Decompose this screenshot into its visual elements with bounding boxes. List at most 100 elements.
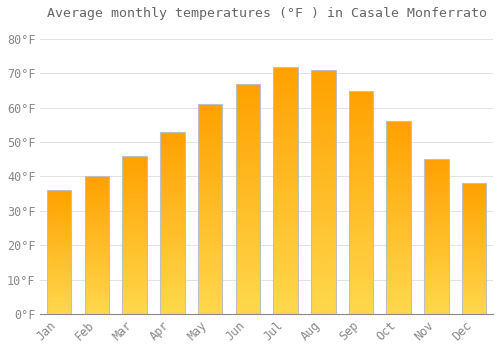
- Bar: [424, 168, 448, 169]
- Bar: [386, 145, 411, 146]
- Bar: [424, 195, 448, 196]
- Bar: [84, 251, 109, 252]
- Bar: [311, 103, 336, 104]
- Bar: [236, 226, 260, 228]
- Bar: [274, 229, 298, 230]
- Bar: [84, 200, 109, 201]
- Bar: [160, 296, 184, 298]
- Bar: [47, 236, 72, 237]
- Bar: [47, 278, 72, 279]
- Bar: [236, 116, 260, 117]
- Bar: [348, 113, 374, 114]
- Bar: [122, 161, 147, 162]
- Bar: [122, 283, 147, 284]
- Bar: [462, 299, 486, 300]
- Bar: [236, 287, 260, 288]
- Bar: [160, 232, 184, 233]
- Bar: [160, 306, 184, 307]
- Bar: [274, 232, 298, 233]
- Bar: [386, 222, 411, 223]
- Bar: [122, 275, 147, 276]
- Bar: [274, 128, 298, 130]
- Bar: [311, 144, 336, 146]
- Bar: [236, 182, 260, 183]
- Bar: [348, 304, 374, 305]
- Bar: [386, 173, 411, 174]
- Bar: [311, 254, 336, 256]
- Bar: [236, 86, 260, 87]
- Bar: [47, 205, 72, 206]
- Bar: [198, 212, 222, 213]
- Bar: [236, 238, 260, 239]
- Bar: [274, 152, 298, 153]
- Bar: [160, 237, 184, 238]
- Bar: [386, 170, 411, 172]
- Bar: [160, 262, 184, 263]
- Bar: [198, 191, 222, 193]
- Bar: [84, 223, 109, 224]
- Bar: [348, 292, 374, 293]
- Bar: [311, 92, 336, 93]
- Bar: [424, 173, 448, 174]
- Bar: [122, 199, 147, 200]
- Bar: [348, 286, 374, 287]
- Bar: [348, 112, 374, 113]
- Bar: [311, 231, 336, 232]
- Bar: [274, 94, 298, 95]
- Bar: [386, 156, 411, 157]
- Bar: [348, 124, 374, 125]
- Bar: [274, 219, 298, 220]
- Bar: [236, 206, 260, 207]
- Bar: [348, 306, 374, 307]
- Bar: [122, 211, 147, 212]
- Bar: [198, 182, 222, 183]
- Bar: [386, 218, 411, 219]
- Bar: [424, 268, 448, 269]
- Bar: [236, 294, 260, 295]
- Bar: [274, 118, 298, 120]
- Bar: [348, 290, 374, 292]
- Bar: [386, 292, 411, 293]
- Bar: [311, 104, 336, 105]
- Bar: [236, 139, 260, 140]
- Bar: [84, 297, 109, 298]
- Bar: [424, 231, 448, 232]
- Bar: [160, 245, 184, 246]
- Bar: [198, 116, 222, 117]
- Bar: [424, 258, 448, 259]
- Bar: [311, 256, 336, 257]
- Bar: [348, 184, 374, 186]
- Bar: [348, 252, 374, 254]
- Bar: [311, 91, 336, 92]
- Bar: [198, 140, 222, 141]
- Bar: [160, 206, 184, 207]
- Bar: [424, 209, 448, 210]
- Bar: [386, 283, 411, 284]
- Bar: [274, 79, 298, 80]
- Bar: [160, 291, 184, 292]
- Bar: [462, 305, 486, 306]
- Bar: [122, 241, 147, 242]
- Bar: [236, 126, 260, 127]
- Bar: [122, 311, 147, 312]
- Bar: [424, 204, 448, 205]
- Bar: [386, 121, 411, 122]
- Bar: [160, 229, 184, 230]
- Bar: [160, 311, 184, 312]
- Bar: [236, 125, 260, 126]
- Bar: [348, 134, 374, 135]
- Bar: [311, 259, 336, 260]
- Bar: [198, 110, 222, 111]
- Bar: [274, 100, 298, 101]
- Bar: [274, 305, 298, 307]
- Bar: [348, 232, 374, 233]
- Bar: [198, 206, 222, 207]
- Bar: [462, 297, 486, 298]
- Bar: [122, 190, 147, 191]
- Bar: [462, 221, 486, 222]
- Bar: [274, 121, 298, 122]
- Bar: [424, 252, 448, 253]
- Bar: [348, 171, 374, 172]
- Bar: [274, 96, 298, 97]
- Bar: [311, 78, 336, 80]
